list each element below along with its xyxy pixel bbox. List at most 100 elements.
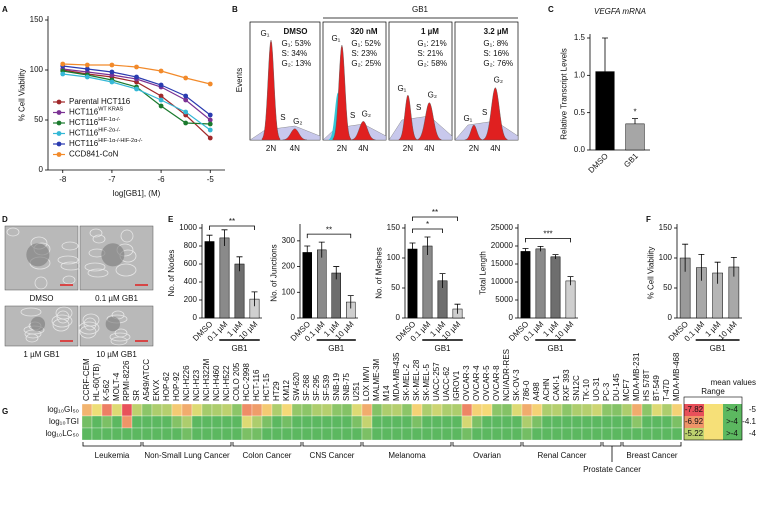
tube-texture [120, 229, 134, 243]
heat-cell [341, 415, 353, 429]
data-point [109, 79, 115, 85]
cell-line-label: SR [132, 390, 141, 401]
heat-cell [181, 403, 193, 417]
tube-texture [115, 263, 137, 277]
group-label: Melanoma [388, 451, 426, 460]
range-frame [683, 396, 743, 441]
error-bar [251, 291, 258, 307]
flow-peak-label: S [482, 108, 487, 117]
flow-x-label: 2N [403, 144, 413, 153]
heat-cell [421, 403, 433, 417]
heat-cell [541, 403, 553, 417]
group-bracket [302, 442, 362, 447]
heat-cell [301, 403, 313, 417]
tube-texture [89, 228, 103, 238]
legend-sup: HIF-1α-/- [98, 117, 120, 123]
heat-cell [481, 403, 493, 417]
legend-marker [56, 131, 62, 136]
error-bar [602, 37, 608, 72]
y-tick-label: 0.0 [574, 145, 586, 154]
heat-cell [151, 427, 163, 441]
panel-letter: G [2, 407, 8, 416]
heat-cell [171, 403, 183, 417]
heat-cell [171, 415, 183, 429]
heat-cell [621, 403, 633, 417]
heat-cell [551, 415, 563, 429]
heat-cell [441, 403, 453, 417]
significance: *** [543, 229, 552, 238]
y-axis-label: No. of Junctions [270, 244, 279, 301]
heat-cell [531, 427, 543, 441]
error-bar [304, 245, 311, 259]
bar [550, 256, 561, 319]
heat-cell [451, 415, 463, 429]
tube-texture [57, 255, 79, 265]
cell-line-label: CAKI-1 [552, 375, 561, 401]
heat-cell [671, 427, 683, 441]
group-bracket [622, 442, 682, 447]
cell-line-label: NCI/ADR-RES [502, 349, 511, 401]
cell-line-label: M14 [382, 385, 391, 401]
significance-bracket [209, 225, 255, 230]
flow-stat: S: 16% [483, 49, 509, 58]
y-tick-label: 0 [509, 313, 514, 322]
cell-line-label: ACHN [542, 378, 551, 401]
heat-cell [351, 415, 363, 429]
heat-cell [381, 415, 393, 429]
heat-cell [371, 415, 383, 429]
y-tick-label: 150 [659, 223, 673, 232]
legend-marker [56, 141, 62, 147]
error-bar [409, 242, 416, 255]
heat-cell [431, 403, 443, 417]
heat-cell [101, 403, 113, 417]
significance: ** [229, 217, 235, 226]
legend-label: CCD841-CoN [69, 150, 119, 159]
legend-name: HCT116 [69, 108, 99, 117]
flow-y-label: Events [235, 68, 244, 92]
flow-stat: G₁: 52% [351, 39, 380, 48]
cell-line-label: MDA-MB-435 [392, 352, 401, 401]
group-label: Ovarian [473, 451, 501, 460]
heat-cell [591, 415, 603, 429]
y-axis-label: % Cell Viability [647, 247, 656, 300]
group-label: CNS Cancer [310, 451, 355, 460]
data-point [183, 109, 189, 115]
cell-line-label: U251 [352, 381, 361, 401]
group-label: GB1 [434, 344, 451, 353]
heat-cell [511, 415, 523, 429]
data-point [134, 74, 139, 80]
y-tick-label: 50 [663, 283, 672, 292]
heat-cell [251, 427, 263, 441]
flow-stat: G₂: 76% [483, 59, 513, 68]
flow-g2 [351, 121, 376, 141]
bar [302, 252, 312, 319]
legend-sup: WT KRAS [98, 107, 123, 113]
y-tick-label: 0 [39, 165, 44, 174]
tube-texture [51, 314, 73, 328]
significance-bracket [412, 216, 458, 221]
y-axis-label: No. of Nodes [167, 250, 176, 297]
image-label: DMSO [30, 294, 54, 303]
y-tick-label: 150 [387, 223, 401, 232]
heat-cell [251, 403, 263, 417]
heat-cell [211, 427, 223, 441]
heat-cell [271, 427, 283, 441]
bar [625, 123, 645, 151]
row-label: log₁₀GI₅₀ [47, 405, 79, 414]
heat-cell [661, 403, 673, 417]
heat-cell [91, 403, 103, 417]
heat-cell [501, 403, 513, 417]
heat-cell [671, 415, 683, 429]
heat-cell [291, 427, 303, 441]
cell-line-label: OVCAR-5 [482, 365, 491, 401]
significance: * [426, 220, 429, 229]
error-bar [537, 245, 544, 252]
heat-cell [241, 415, 253, 429]
error-bar [522, 248, 529, 255]
bar [234, 263, 245, 319]
y-tick-label: 100 [659, 253, 673, 262]
heat-cell [601, 427, 613, 441]
cell-line-label: EKVX [152, 379, 161, 401]
flow-x-label: 4N [424, 144, 434, 153]
